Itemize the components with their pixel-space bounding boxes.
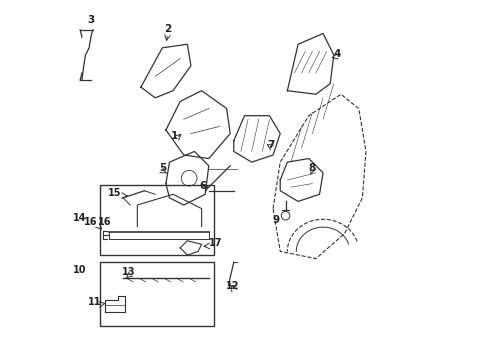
Bar: [100, 185, 214, 255]
Text: 8: 8: [308, 163, 315, 173]
Text: 12: 12: [226, 281, 239, 291]
Text: 17: 17: [208, 238, 222, 248]
Text: 11: 11: [88, 297, 102, 307]
Text: 1: 1: [171, 131, 178, 141]
Text: 9: 9: [272, 215, 279, 225]
Text: 5: 5: [159, 163, 165, 173]
Text: 13: 13: [122, 267, 135, 277]
Text: 2: 2: [164, 24, 171, 34]
Text: 10: 10: [73, 265, 87, 275]
Text: 15: 15: [107, 188, 121, 198]
Text: 7: 7: [267, 140, 274, 150]
Text: 4: 4: [333, 49, 340, 59]
Text: 6: 6: [200, 181, 206, 191]
Bar: [100, 262, 214, 327]
Text: 16: 16: [98, 217, 112, 228]
Text: 14: 14: [73, 213, 87, 223]
Text: 3: 3: [87, 15, 94, 25]
Text: 16: 16: [84, 217, 98, 227]
